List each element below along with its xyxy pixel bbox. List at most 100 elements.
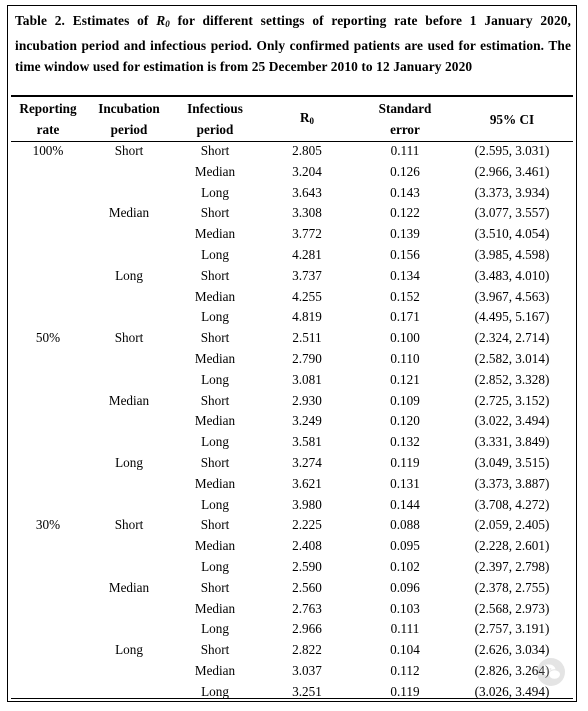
cell-standard-error: 0.171 (390, 309, 420, 325)
cell-r0: 3.274 (292, 454, 322, 470)
cell-incubation-period (85, 307, 173, 328)
cell-infectious-period: Median (194, 226, 236, 242)
cell-standard-error: 0.143 (390, 184, 420, 200)
bottom-rule (11, 698, 573, 699)
cell-reporting-rate (11, 578, 85, 599)
cell-incubation-period (85, 661, 173, 682)
header-infectious-period: Infectious period (187, 101, 243, 137)
cell-incubation-period (85, 474, 173, 495)
cell-incubation-period (85, 411, 173, 432)
cell-incubation-period (85, 287, 173, 308)
cell-r0: 3.772 (292, 226, 322, 242)
cell-r0: 3.980 (292, 496, 322, 512)
cell-r0: 3.581 (292, 434, 322, 450)
cell-standard-error: 0.131 (390, 475, 420, 491)
cell-infectious-period: Median (194, 538, 236, 554)
cell-infectious-period: Median (194, 350, 236, 366)
cell-incubation-period (85, 619, 173, 640)
table-row: Median Short 3.308 0.122 (3.077, 3.557) (11, 203, 571, 224)
cell-infectious-period: Long (201, 246, 229, 262)
table-row: Long 2.590 0.102 (2.397, 2.798) (11, 557, 571, 578)
estimates-table: Reporting rate Incubation period Infectiou… (11, 97, 571, 703)
cell-r0: 3.081 (292, 371, 322, 387)
cell-incubation-period (85, 349, 173, 370)
cell-incubation-period (85, 370, 173, 391)
cell-incubation-period (85, 224, 173, 245)
table-row: Long 3.081 0.121 (2.852, 3.328) (11, 370, 571, 391)
cell-ci: (3.967, 4.563) (474, 288, 550, 304)
cell-incubation-period: Short (114, 330, 144, 346)
cell-ci: (2.582, 3.014) (474, 350, 550, 366)
cell-infectious-period: Median (194, 475, 236, 491)
cell-ci: (2.228, 2.601) (474, 538, 550, 554)
cell-reporting-rate (11, 682, 85, 703)
cell-r0: 3.204 (292, 163, 322, 179)
cell-standard-error: 0.095 (390, 538, 420, 554)
table-row: Long 3.581 0.132 (3.331, 3.849) (11, 432, 571, 453)
cell-infectious-period: Short (200, 454, 230, 470)
cell-standard-error: 0.110 (390, 350, 420, 366)
cell-ci: (2.626, 3.034) (474, 642, 550, 658)
table-row: Long 2.966 0.111 (2.757, 3.191) (11, 619, 571, 640)
caption-prefix: Table 2. Estimates of (15, 13, 157, 28)
header-ci: 95% CI (489, 111, 535, 127)
cell-reporting-rate (11, 287, 85, 308)
header-standard-error: Standard error (378, 101, 432, 137)
cell-standard-error: 0.104 (390, 642, 420, 658)
table-row: Long Short 2.822 0.104 (2.626, 3.034) (11, 640, 571, 661)
table-row: Median 3.204 0.126 (2.966, 3.461) (11, 162, 571, 183)
cell-ci: (2.397, 2.798) (474, 558, 550, 574)
cell-r0: 3.308 (292, 205, 322, 221)
cell-infectious-period: Median (194, 413, 236, 429)
cell-standard-error: 0.134 (390, 267, 420, 283)
cell-standard-error: 0.100 (390, 330, 420, 346)
cell-incubation-period (85, 162, 173, 183)
table-row: Long 4.819 0.171 (4.495, 5.167) (11, 307, 571, 328)
cell-standard-error: 0.119 (390, 454, 420, 470)
caption-r0-subscript: 0 (165, 19, 170, 29)
cell-ci: (2.595, 3.031) (474, 143, 550, 158)
cell-infectious-period: Short (200, 579, 230, 595)
cell-incubation-period: Long (115, 642, 143, 658)
cell-reporting-rate (11, 495, 85, 516)
cell-ci: (3.510, 4.054) (474, 226, 550, 242)
table-row: Median 3.249 0.120 (3.022, 3.494) (11, 411, 571, 432)
cell-reporting-rate (11, 432, 85, 453)
cell-standard-error: 0.139 (390, 226, 420, 242)
caption-r0-symbol: R (156, 13, 166, 28)
cell-infectious-period: Short (200, 517, 230, 533)
cell-ci: (2.568, 2.973) (474, 600, 550, 616)
cell-infectious-period: Short (200, 642, 230, 658)
cell-standard-error: 0.126 (390, 163, 420, 179)
table-row: 100% Short Short 2.805 0.111 (2.595, 3.031) (11, 141, 571, 162)
cell-ci: (3.026, 3.494) (474, 683, 550, 699)
header-row: Reporting rate Incubation period Infectiou… (11, 97, 571, 141)
cell-standard-error: 0.122 (390, 205, 420, 221)
cell-infectious-period: Short (200, 392, 230, 408)
table-caption: Table 2. Estimates of R0 for different s… (15, 10, 571, 77)
cell-reporting-rate (11, 536, 85, 557)
cell-incubation-period: Median (108, 392, 150, 408)
cell-reporting-rate (11, 557, 85, 578)
cell-infectious-period: Short (200, 205, 230, 221)
cell-r0: 4.281 (292, 246, 322, 262)
table-row: Long Short 3.737 0.134 (3.483, 4.010) (11, 266, 571, 287)
cell-infectious-period: Long (201, 184, 229, 200)
cell-reporting-rate (11, 453, 85, 474)
cell-infectious-period: Median (194, 288, 236, 304)
cell-ci: (3.708, 4.272) (474, 496, 550, 512)
cell-incubation-period: Long (115, 267, 143, 283)
cell-ci: (2.966, 3.461) (474, 163, 550, 179)
cell-r0: 2.966 (292, 621, 322, 637)
cell-standard-error: 0.156 (390, 246, 420, 262)
cell-incubation-period (85, 536, 173, 557)
cell-infectious-period: Long (201, 496, 229, 512)
cell-ci: (3.077, 3.557) (474, 205, 550, 221)
cell-r0: 2.822 (292, 642, 322, 658)
cell-incubation-period (85, 599, 173, 620)
cell-ci: (2.852, 3.328) (474, 371, 550, 387)
cell-ci: (4.495, 5.167) (474, 309, 550, 325)
cell-incubation-period: Short (114, 517, 144, 533)
cell-r0: 2.805 (292, 143, 322, 158)
table-row: Median 2.408 0.095 (2.228, 2.601) (11, 536, 571, 557)
